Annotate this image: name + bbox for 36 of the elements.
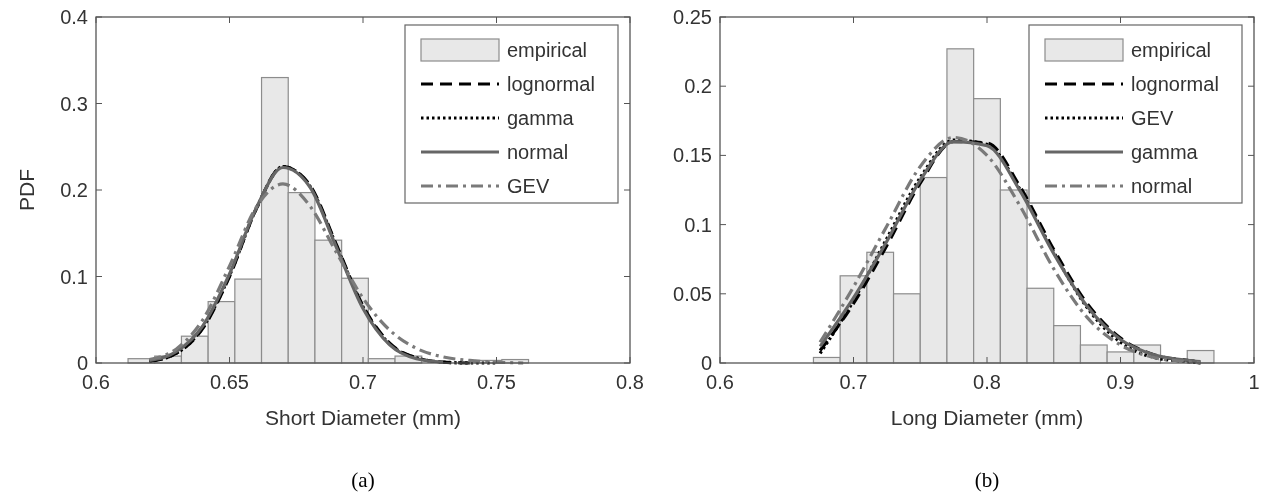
x-tick-label: 0.75 — [477, 371, 516, 393]
legend-label: GEV — [507, 175, 550, 197]
x-tick-label: 1 — [1248, 371, 1260, 393]
y-tick-label: 0.05 — [673, 282, 712, 305]
legend-label: normal — [1131, 175, 1193, 197]
y-tick-label: 0.2 — [684, 75, 712, 98]
text: (b) — [974, 468, 1000, 492]
x-tick-label: 0.6 — [706, 371, 734, 393]
y-tick-label: 0.4 — [60, 6, 88, 28]
text: (a) — [351, 468, 375, 492]
x-axis-title: Long Diameter (mm) — [890, 406, 1084, 429]
legend-label: gamma — [507, 107, 575, 129]
y-tick-label: 0.1 — [60, 265, 88, 288]
legend-label: GEV — [1131, 107, 1174, 129]
legend-label: normal — [507, 141, 569, 163]
x-tick-label: 0.8 — [973, 371, 1001, 393]
y-tick-label: 0.2 — [60, 179, 88, 201]
legend-label: empirical — [507, 39, 588, 61]
x-tick-label: 0.6 — [82, 371, 110, 393]
legend-label: gamma — [1131, 141, 1199, 163]
x-tick-label: 0.7 — [349, 371, 377, 393]
x-axis-title: Short Diameter (mm) — [264, 406, 462, 429]
legend-label: lognormal — [507, 73, 595, 95]
x-tick-label: 0.7 — [839, 371, 868, 393]
legend-label: empirical — [1131, 39, 1212, 61]
x-tick-label: 0.9 — [1106, 371, 1135, 393]
y-tick-label: 0.25 — [673, 6, 712, 28]
y-tick-label: 0.3 — [60, 92, 88, 115]
legend-label: lognormal — [1131, 73, 1219, 95]
y-tick-label: 0 — [700, 352, 712, 374]
x-tick-label: 0.8 — [616, 371, 644, 393]
y-tick-label: 0.15 — [673, 144, 712, 167]
y-axis-title: PDF — [15, 169, 38, 211]
x-tick-label: 0.65 — [210, 371, 249, 393]
y-tick-label: 0.1 — [684, 213, 712, 236]
y-tick-label: 0 — [76, 352, 88, 374]
